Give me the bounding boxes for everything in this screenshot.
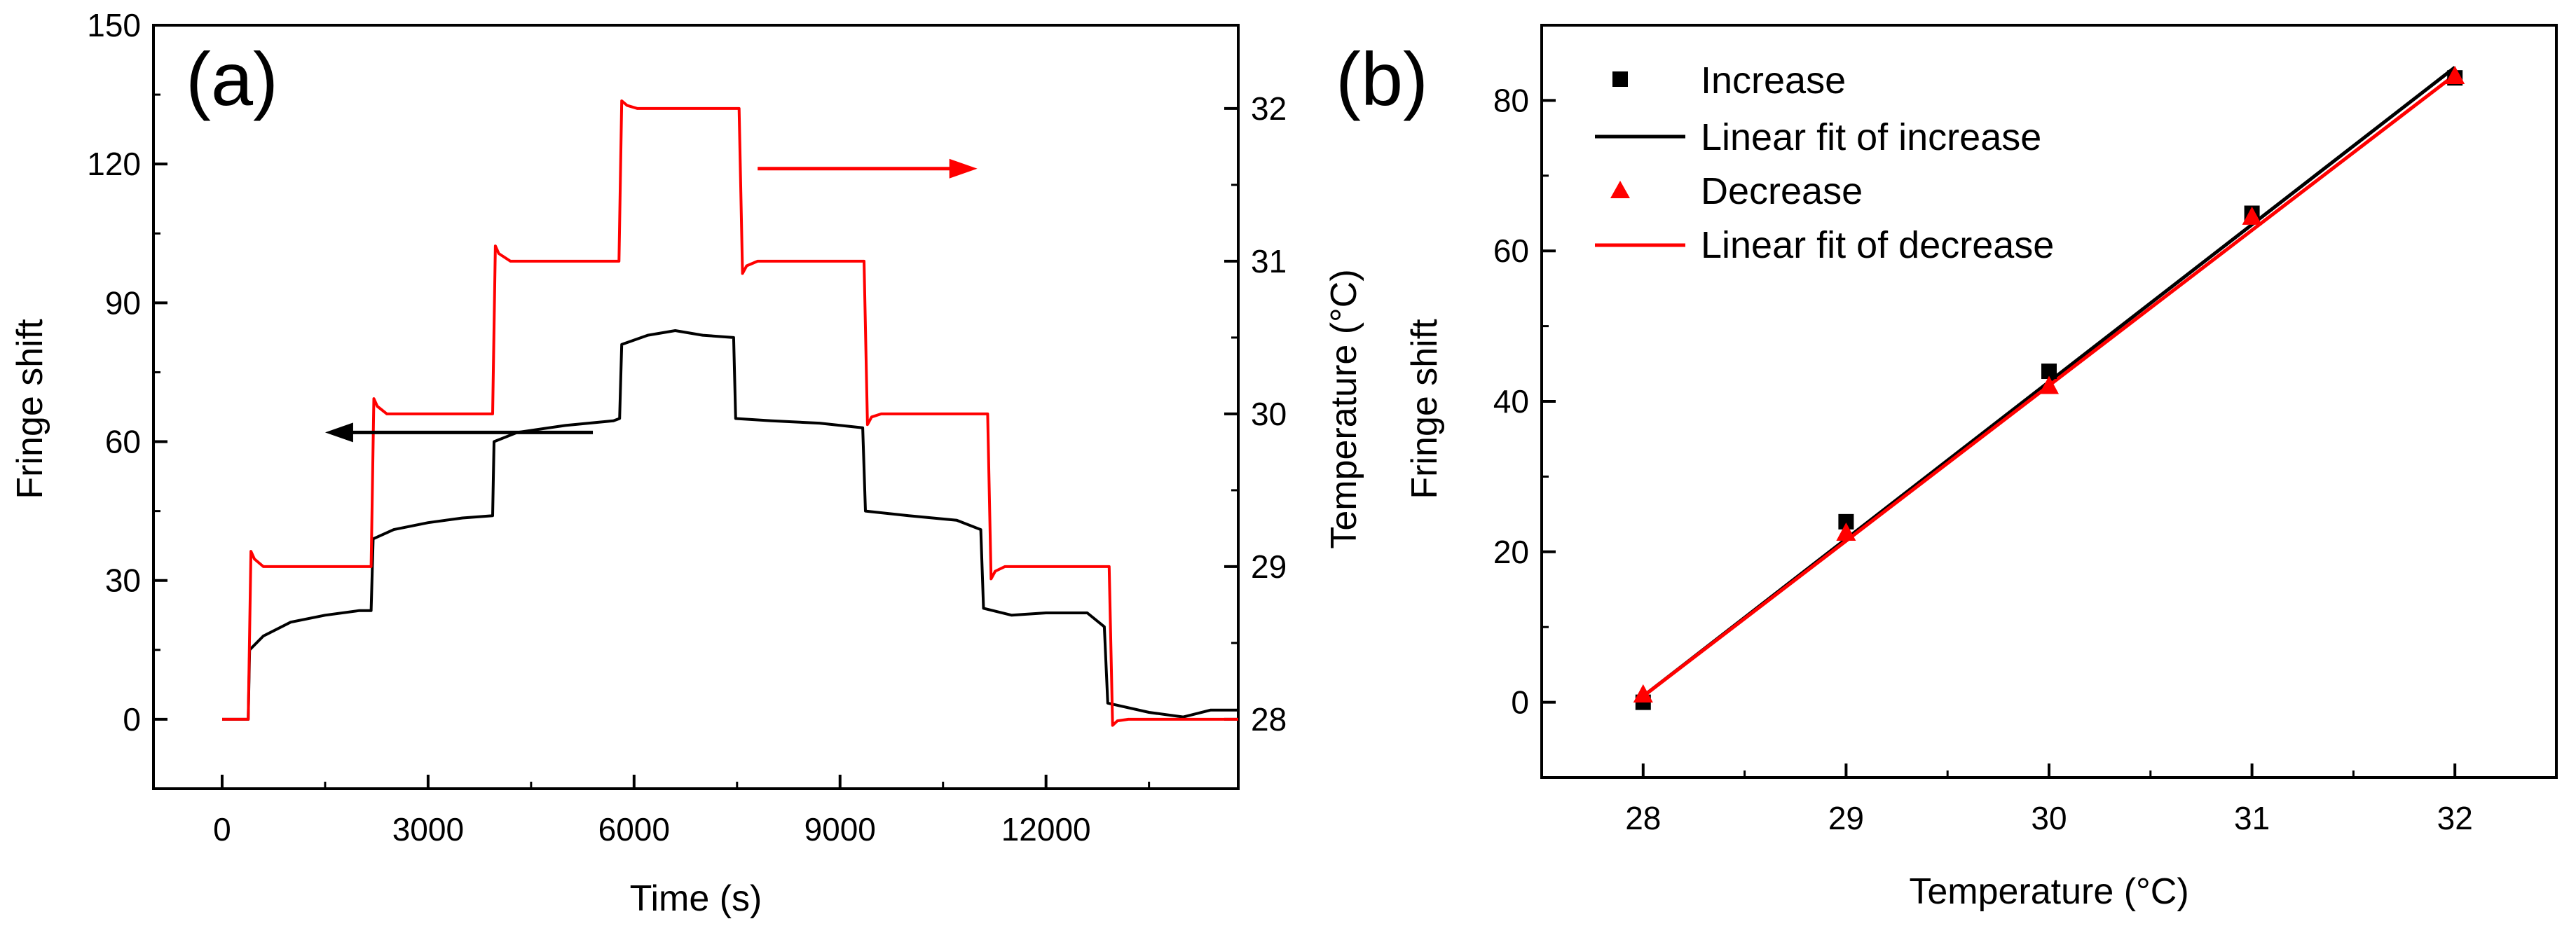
- panel-b-label: (b): [1336, 36, 1428, 121]
- panel-b-series: [1633, 66, 2465, 710]
- legend: Increase Linear fit of increase Decrease…: [1595, 60, 2054, 266]
- panel-a-right-y-tick-label: 31: [1251, 243, 1287, 279]
- legend-label-linear-fit-decrease: Linear fit of decrease: [1701, 224, 2054, 266]
- legend-marker-decrease: [1610, 181, 1630, 198]
- panel-b-x-tick-label: 29: [1828, 800, 1864, 836]
- panel-a-left-y-tick-label: 120: [87, 146, 141, 182]
- panel-a-left-y-tick-label: 90: [105, 284, 141, 321]
- panel-a-annotations: [324, 158, 978, 443]
- panel-a-left-y-tick-label: 0: [123, 701, 141, 738]
- panel-a-x-axis-title: Time (s): [630, 878, 762, 919]
- panel-a-right-y-tick-label: 28: [1251, 701, 1287, 738]
- decrease-data-point: [2039, 375, 2059, 394]
- panel-a-label: (a): [186, 36, 278, 121]
- panel-a-x-tick-label: 12000: [1001, 811, 1091, 848]
- panel-b-x-tick-label: 32: [2437, 800, 2473, 836]
- increase-data-point: [2041, 364, 2057, 380]
- panel-a-ticks: 0 3000 6000 9000 12000 0 30 60 90 120 150 28 29 30 31 3…: [87, 7, 1287, 848]
- panel-b-x-axis-title: Temperature (°C): [1909, 871, 2188, 912]
- increase-data-point: [1838, 513, 1854, 530]
- decrease-data-point: [1836, 522, 1856, 541]
- legend-label-linear-fit-increase: Linear fit of increase: [1701, 116, 2041, 158]
- panel-a-right-y-tick-label: 30: [1251, 396, 1287, 432]
- panel-b: 28 29 30 31 32 0 20 40 60 80 (b) Temperature (°C)…: [1336, 24, 2558, 912]
- panel-a-series: [222, 99, 1238, 727]
- panel-a-left-y-tick-label: 150: [87, 7, 141, 43]
- panel-a: 0 3000 6000 9000 12000 0 30 60 90 120 150 28 29 30 31 3…: [10, 7, 1364, 919]
- panel-b-y-axis-title: Fringe shift: [1404, 319, 1445, 499]
- panel-a-plot-frame: [152, 24, 1240, 790]
- decrease-data-point: [2242, 206, 2262, 225]
- legend-label-increase: Increase: [1701, 60, 1846, 102]
- panel-b-y-tick-label: 80: [1493, 82, 1529, 118]
- panel-a-left-y-axis-title: Fringe shift: [10, 319, 50, 499]
- panel-a-right-y-tick-label: 32: [1251, 90, 1287, 127]
- fringe-shift-curve: [222, 329, 1238, 721]
- panel-a-left-y-tick-label: 30: [105, 562, 141, 599]
- left-axis-arrowhead: [324, 422, 353, 443]
- panel-a-x-tick-label: 9000: [804, 811, 876, 848]
- legend-label-decrease: Decrease: [1701, 170, 1863, 212]
- panel-b-x-tick-label: 31: [2234, 800, 2270, 836]
- panel-a-x-tick-label: 3000: [392, 811, 464, 848]
- panel-a-right-y-tick-label: 29: [1251, 548, 1287, 585]
- panel-b-y-tick-label: 40: [1493, 383, 1529, 420]
- decrease-data-point: [1633, 684, 1653, 703]
- panel-a-right-y-axis-title: Temperature (°C): [1324, 269, 1364, 548]
- right-axis-arrowhead: [949, 158, 978, 179]
- panel-b-x-tick-label: 30: [2031, 800, 2067, 836]
- panel-b-y-tick-label: 60: [1493, 233, 1529, 269]
- panel-b-x-tick-label: 28: [1625, 800, 1661, 836]
- panel-b-y-tick-label: 0: [1511, 684, 1529, 721]
- temperature-curve: [222, 99, 1238, 727]
- panel-b-ticks: 28 29 30 31 32 0 20 40 60 80: [1493, 24, 2558, 836]
- panel-a-x-tick-label: 0: [213, 811, 231, 848]
- decrease-data-point: [2445, 66, 2465, 85]
- panel-a-left-y-tick-label: 60: [105, 424, 141, 460]
- panel-a-x-tick-label: 6000: [598, 811, 670, 848]
- panel-b-y-tick-label: 20: [1493, 534, 1529, 570]
- panel-b-plot-frame: [1540, 24, 2558, 779]
- legend-marker-increase: [1612, 71, 1628, 87]
